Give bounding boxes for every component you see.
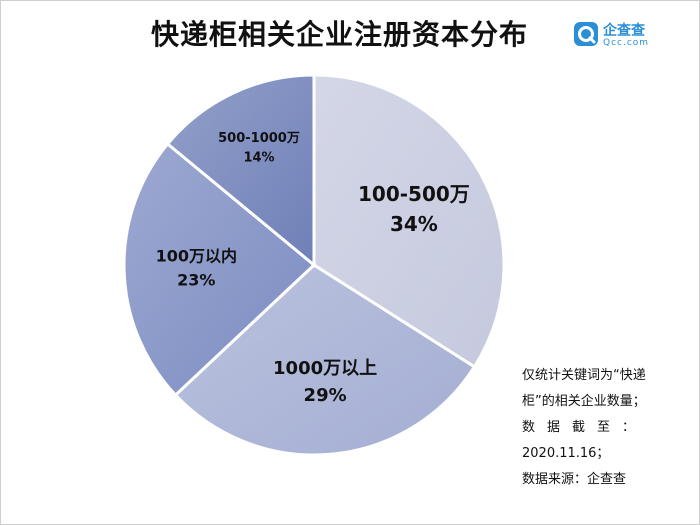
slice-label-2: 1000万以上 [273,358,377,379]
chart-title: 快递柜相关企业注册资本分布 [151,18,529,51]
pie-slice-3 [122,141,317,398]
note-line-5: 数据来源：企查查 [522,472,627,487]
note-line-3: 数据截至： [522,420,648,435]
chart-note: 仅统计关键词为“快递 柜”的相关企业数量； 数据截至： 2020.11.16； … [522,363,692,493]
note-line-4: 2020.11.16； [522,446,610,461]
qcc-logo-icon [574,22,598,46]
slice-label-3: 100万以内 [156,247,237,266]
slice-value-1: 34% [390,212,438,236]
slice-label-4: 500-1000万 [218,131,300,146]
logo-domain: Qcc.com [603,38,650,48]
slice-value-2: 29% [304,385,347,406]
note-line-2: 柜”的相关企业数量； [522,394,646,409]
note-line-1: 仅统计关键词为“快递 [522,368,646,383]
pie-slice-2 [173,263,477,457]
qcc-logo: 企查查 Qcc.com [573,19,653,53]
slice-label-1: 100-500万 [358,182,470,206]
pie-slice-4 [165,73,316,269]
slice-value-4: 14% [243,151,274,166]
slice-value-3: 23% [177,271,215,290]
logo-name: 企查查 [603,23,645,39]
